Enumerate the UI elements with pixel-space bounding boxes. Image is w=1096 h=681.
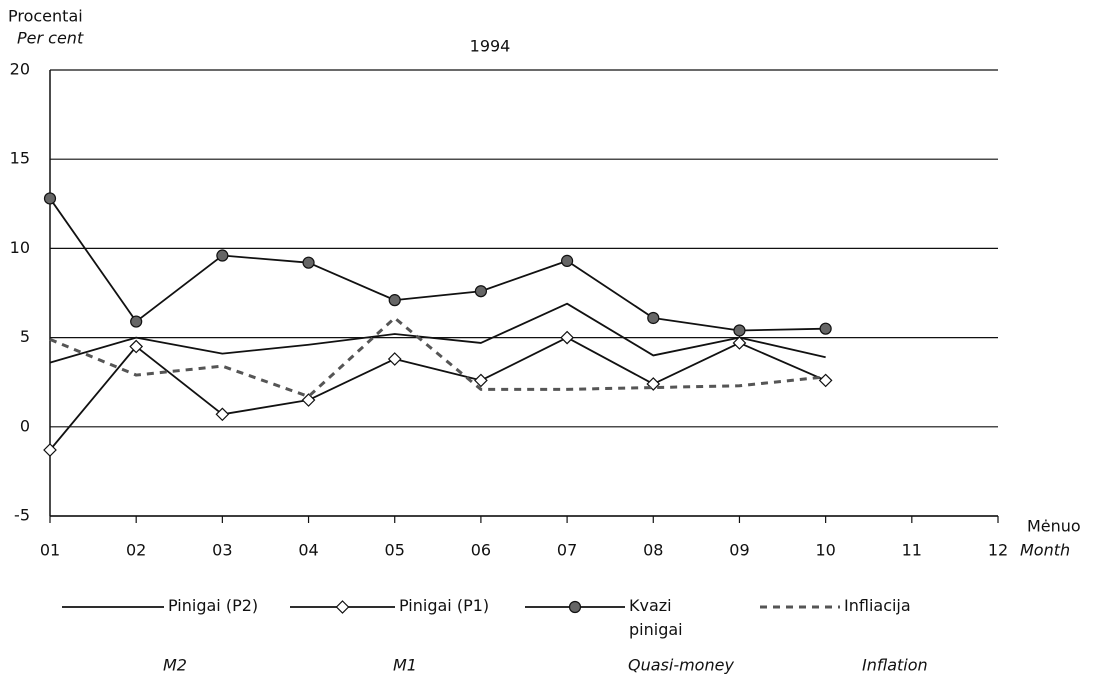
marker <box>474 373 488 388</box>
marker <box>129 339 144 354</box>
marker <box>560 254 574 267</box>
marker <box>819 322 832 335</box>
x-tick-label: 12 <box>988 541 1008 560</box>
marker <box>388 294 401 307</box>
marker <box>818 373 833 388</box>
legend-sublabel: M1 <box>393 656 417 675</box>
x-axis-label-en: Month <box>1020 541 1070 560</box>
legend-label: Infliacija <box>844 596 911 615</box>
legend-sublabel: Inflation <box>862 656 928 675</box>
series-line <box>49 316 826 398</box>
series-line <box>49 197 826 332</box>
marker <box>43 192 57 205</box>
series-line <box>49 336 826 451</box>
y-axis-label: Procentai <box>8 7 83 26</box>
marker <box>130 315 143 328</box>
marker <box>568 600 582 614</box>
x-tick-label: 04 <box>298 541 318 560</box>
y-tick-label: 15 <box>10 149 30 168</box>
legend-box: Pinigai (P1) <box>399 596 490 615</box>
chart-title: 1994 <box>470 37 511 56</box>
legend-label: Pinigai (P1) <box>399 596 490 615</box>
x-tick-label: 10 <box>815 541 835 560</box>
x-tick-label: 06 <box>471 541 491 560</box>
marker <box>733 324 746 337</box>
legend-sublabel: Quasi-money <box>628 656 734 675</box>
x-tick-label: 08 <box>643 541 663 560</box>
marker <box>387 352 402 366</box>
marker <box>647 311 660 325</box>
legend-label: Pinigai (P2) <box>168 596 259 615</box>
marker <box>732 336 747 350</box>
x-tick-label: 02 <box>126 541 146 560</box>
x-tick-label: 03 <box>212 541 232 560</box>
legend-box: Pinigai (P2) <box>168 596 259 615</box>
marker <box>302 256 315 269</box>
series-line <box>49 302 826 364</box>
marker <box>560 330 574 345</box>
legend-box: Kvazi pinigai <box>629 596 683 639</box>
x-tick-label: 05 <box>385 541 405 560</box>
marker <box>301 393 316 407</box>
legend-label: Kvazi pinigai <box>629 596 683 639</box>
x-axis-label: Mėnuo <box>1027 517 1081 536</box>
y-tick-label: 5 <box>20 327 30 346</box>
marker <box>215 407 230 422</box>
y-tick-label: 0 <box>20 416 30 435</box>
marker <box>335 600 350 614</box>
x-tick-label: 11 <box>902 541 922 560</box>
y-axis-label-en: Per cent <box>17 29 84 48</box>
marker <box>474 285 488 298</box>
marker <box>216 249 229 262</box>
x-tick-label: 09 <box>729 541 749 560</box>
y-tick-label: 20 <box>10 60 30 79</box>
x-tick-label: 07 <box>557 541 577 560</box>
legend-sublabel: M2 <box>163 656 187 675</box>
marker <box>43 443 57 457</box>
y-tick-label: 10 <box>10 238 30 257</box>
y-tick-label: -5 <box>14 506 30 525</box>
legend-box: Infliacija <box>844 596 911 615</box>
x-tick-label: 01 <box>40 541 60 560</box>
